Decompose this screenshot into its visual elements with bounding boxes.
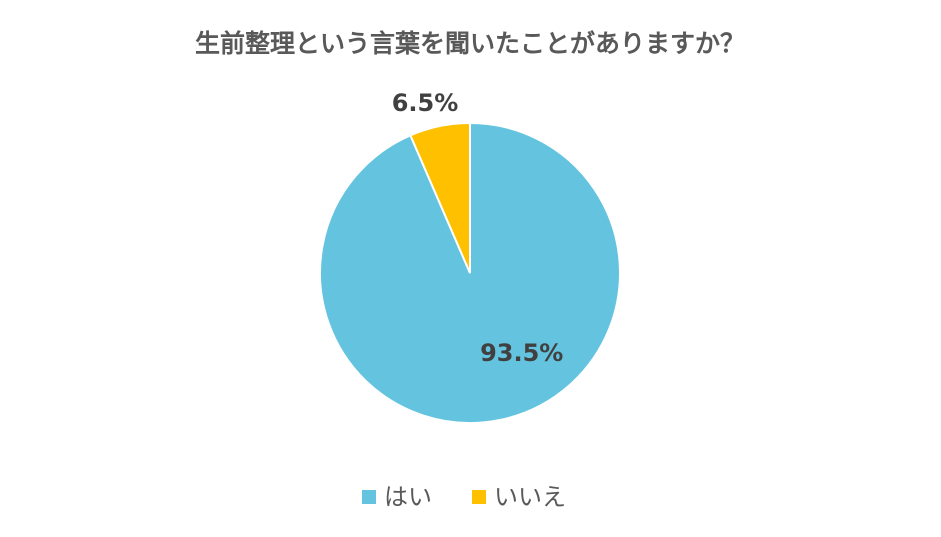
- legend-label: いいえ: [494, 483, 566, 511]
- data-label: 93.5%: [480, 339, 563, 367]
- legend-swatch: [362, 490, 376, 504]
- pie-slice: [409, 121, 471, 274]
- pie-slice: [319, 121, 621, 424]
- legend-label: はい: [384, 483, 432, 511]
- data-label: 6.5%: [392, 89, 459, 117]
- legend-swatch: [472, 490, 486, 504]
- chart-title: 生前整理という言葉を聞いたことがありますか？: [195, 29, 745, 58]
